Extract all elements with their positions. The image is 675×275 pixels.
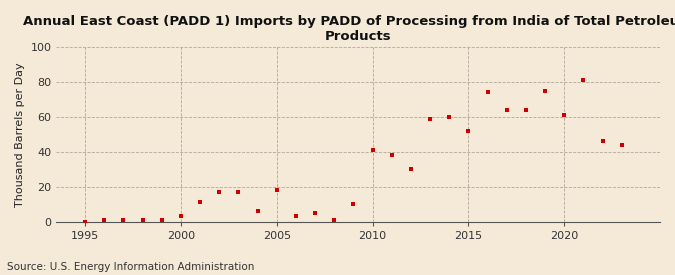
Point xyxy=(214,190,225,194)
Y-axis label: Thousand Barrels per Day: Thousand Barrels per Day xyxy=(15,62,25,207)
Point xyxy=(290,214,301,219)
Point xyxy=(597,139,608,144)
Point xyxy=(406,167,416,172)
Point xyxy=(194,200,205,205)
Point xyxy=(463,129,474,133)
Point xyxy=(539,89,550,93)
Point xyxy=(137,218,148,222)
Point xyxy=(482,90,493,95)
Point xyxy=(233,190,244,194)
Point xyxy=(578,78,589,82)
Point xyxy=(310,211,321,215)
Point xyxy=(444,115,455,119)
Point xyxy=(425,116,435,121)
Point xyxy=(99,218,110,222)
Point xyxy=(118,218,129,222)
Point xyxy=(271,188,282,192)
Title: Annual East Coast (PADD 1) Imports by PADD of Processing from India of Total Pet: Annual East Coast (PADD 1) Imports by PA… xyxy=(23,15,675,43)
Point xyxy=(348,202,359,207)
Point xyxy=(616,143,627,147)
Point xyxy=(559,113,570,117)
Point xyxy=(157,218,167,222)
Point xyxy=(176,214,186,219)
Point xyxy=(252,209,263,213)
Point xyxy=(367,148,378,152)
Point xyxy=(329,218,340,222)
Text: Source: U.S. Energy Information Administration: Source: U.S. Energy Information Administ… xyxy=(7,262,254,272)
Point xyxy=(80,219,90,224)
Point xyxy=(502,108,512,112)
Point xyxy=(520,108,531,112)
Point xyxy=(386,153,397,158)
